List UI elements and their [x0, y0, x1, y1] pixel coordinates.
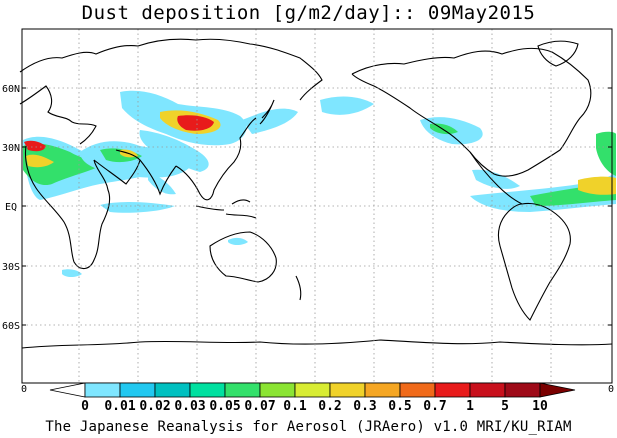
coastline-indonesia	[195, 199, 257, 219]
lat-label-60s: 60S	[2, 321, 20, 332]
colorbar-tick-label: 0.3	[353, 399, 376, 414]
dust-region-caribbean	[472, 169, 520, 189]
dust-region-sahara-mid	[26, 154, 54, 168]
colorbar-cell	[364, 382, 401, 398]
colorbar-cell	[154, 382, 191, 398]
coastline-antarctica	[21, 339, 613, 349]
lat-lon-grid	[22, 29, 612, 383]
colorbar-tick-label: 0.7	[423, 399, 446, 414]
coastline-africa	[24, 145, 111, 270]
colorbar-tick-label: 5	[501, 399, 509, 414]
coastline-central-america	[469, 151, 523, 205]
coastline-greenland	[537, 40, 579, 67]
dust-region-gobi-core	[177, 115, 214, 131]
colorbar-tick-label: 0.03	[174, 399, 205, 414]
colorbar-cell	[399, 382, 436, 398]
colorbar-tick-label: 0	[81, 399, 89, 414]
colorbar-cell	[119, 382, 156, 398]
colorbar-cell	[434, 382, 471, 398]
coastline-southeast-asia	[175, 117, 257, 201]
coastline-north-america	[351, 47, 592, 177]
colorbar-tick-label: 0.1	[283, 399, 307, 414]
colorbar-tick-label: 0.07	[244, 399, 275, 414]
dust-deposition-field	[23, 90, 616, 277]
colorbar-cell	[294, 382, 331, 398]
map-title: Dust deposition [g/m2/day]:: 09May2015	[81, 2, 536, 24]
dust-region-east-edge	[596, 131, 616, 176]
colorbar: 0 0.01 0.02 0.03 0.05 0.07 0.1 0.2 0.3 0.5 0.7 1 5 10…	[21, 382, 614, 414]
lat-label-eq: EQ	[5, 202, 17, 213]
lat-label-60n: 60N	[2, 84, 20, 95]
colorbar-left-end: 0	[21, 384, 27, 395]
colorbar-arrow-low	[49, 382, 86, 398]
dust-region-sahara-core	[24, 140, 46, 152]
dust-region-pacific-plume	[242, 108, 298, 134]
colorbar-cell	[84, 382, 121, 398]
coastline-india	[139, 159, 177, 196]
colorbar-labels: 0 0.01 0.02 0.03 0.05 0.07 0.1 0.2 0.3 0.5 0.7 1 5 10	[81, 399, 548, 414]
colorbar-tick-label: 0.5	[388, 399, 411, 414]
colorbar-tick-label: 0.05	[209, 399, 240, 414]
colorbar-cell	[259, 382, 296, 398]
dust-region-sahara-inner	[23, 143, 100, 186]
colorbar-cell	[329, 382, 366, 398]
colorbar-tick-label: 0.02	[139, 399, 170, 414]
coastlines	[19, 38, 613, 349]
dust-region-india	[148, 172, 176, 195]
colorbar-tick-label: 10	[532, 399, 548, 414]
coastline-arabia	[93, 149, 141, 185]
colorbar-arrow-high	[539, 382, 576, 398]
coastline-south-america	[497, 202, 571, 321]
credit-line: The Japanese Reanalysis for Aerosol (JRA…	[45, 419, 572, 435]
dust-region-south-africa	[62, 269, 82, 277]
dust-region-tropical-belt	[100, 202, 175, 213]
map-ticks	[22, 87, 612, 326]
coastline-eurasia-north	[19, 38, 323, 101]
lat-label-30n: 30N	[2, 143, 20, 154]
coastline-australia	[209, 231, 277, 283]
map-panel: 60N 30N EQ 30S 60S	[2, 28, 616, 384]
colorbar-tick-label: 0.01	[104, 399, 135, 414]
colorbar-tick-label: 0.2	[318, 399, 341, 414]
lat-label-30s: 30S	[2, 262, 20, 273]
colorbar-cell	[189, 382, 226, 398]
dust-region-asia-south	[139, 130, 209, 172]
coastline-japan	[259, 99, 275, 125]
colorbar-cell	[504, 382, 541, 398]
colorbar-right-end: 0	[608, 384, 614, 395]
coastline-new-zealand	[295, 275, 302, 301]
coastline-europe	[19, 85, 97, 145]
dust-region-atlantic-plume-core	[578, 176, 616, 195]
colorbar-cell	[469, 382, 506, 398]
dust-region-pacific-plume-2	[320, 96, 374, 115]
colorbar-tick-label: 1	[466, 399, 474, 414]
colorbar-cell	[224, 382, 261, 398]
dust-region-australia	[228, 237, 248, 245]
colorbar-cells	[49, 382, 576, 398]
